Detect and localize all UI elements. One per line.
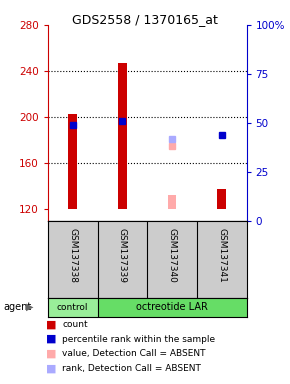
Bar	[118, 63, 127, 209]
Text: GSM137338: GSM137338	[68, 228, 77, 283]
Text: GSM137339: GSM137339	[118, 228, 127, 283]
Text: GSM137340: GSM137340	[168, 228, 177, 283]
Bar	[168, 195, 177, 209]
Bar	[48, 298, 97, 317]
Text: octreotide LAR: octreotide LAR	[136, 302, 208, 312]
Text: GDS2558 / 1370165_at: GDS2558 / 1370165_at	[72, 13, 218, 26]
Text: ■: ■	[46, 363, 56, 373]
Text: count: count	[62, 320, 88, 329]
Bar	[68, 114, 77, 209]
Text: percentile rank within the sample: percentile rank within the sample	[62, 334, 215, 344]
Text: ■: ■	[46, 349, 56, 359]
Text: control: control	[57, 303, 88, 312]
Bar	[217, 189, 226, 209]
Text: ■: ■	[46, 334, 56, 344]
Text: ▶: ▶	[26, 302, 34, 312]
Text: value, Detection Call = ABSENT: value, Detection Call = ABSENT	[62, 349, 206, 358]
Text: agent: agent	[3, 302, 31, 312]
Text: ■: ■	[46, 319, 56, 329]
Text: rank, Detection Call = ABSENT: rank, Detection Call = ABSENT	[62, 364, 201, 373]
Text: GSM137341: GSM137341	[217, 228, 226, 283]
Bar	[97, 298, 246, 317]
